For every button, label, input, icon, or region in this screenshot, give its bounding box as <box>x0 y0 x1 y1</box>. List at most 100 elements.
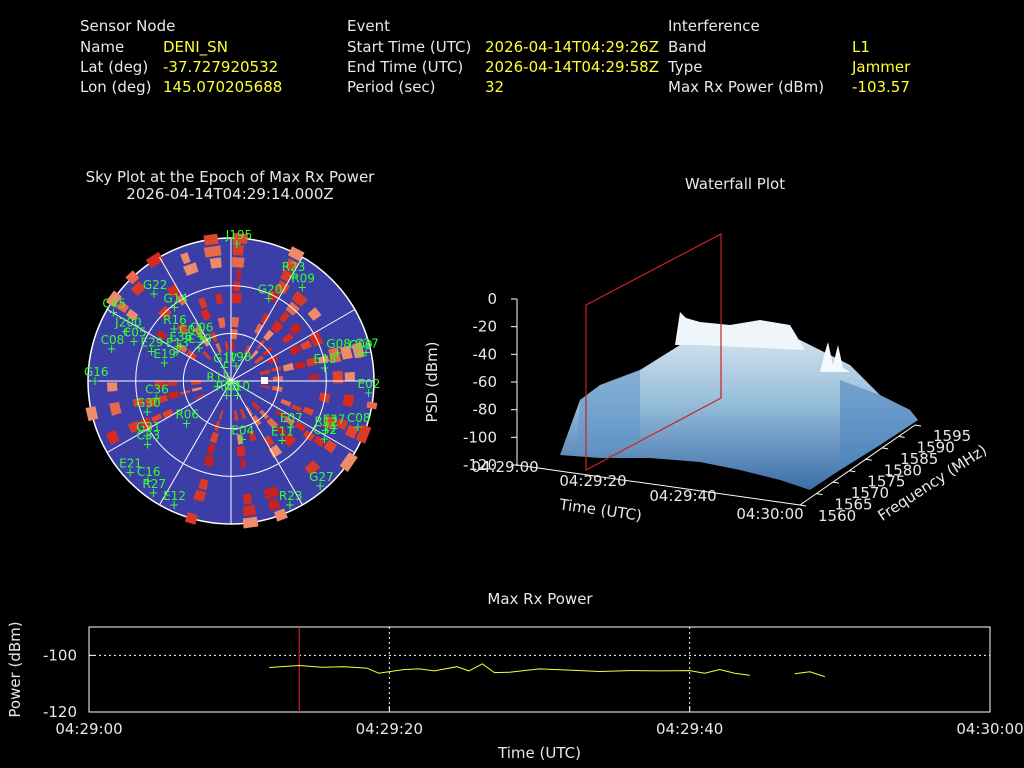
sky-intensity-cell <box>345 424 359 439</box>
sky-intensity-cell <box>288 246 305 262</box>
satellite-label: J195 <box>225 228 252 242</box>
sky-intensity-cell <box>248 430 257 442</box>
sky-intensity-cell <box>224 341 229 352</box>
sky-intensity-cell <box>294 421 307 432</box>
time-tick-label: 04:29:40 <box>649 487 716 505</box>
sky-intensity-cell <box>302 429 316 442</box>
skyplot-subtitle: 2026-04-14T04:29:14.000Z <box>126 185 334 203</box>
satellite-marker: + <box>108 305 118 319</box>
satellite-label: E36 <box>169 330 192 344</box>
sky-intensity-cell <box>282 362 294 372</box>
satellite-label: E04 <box>231 423 254 437</box>
sky-intensity-cell <box>130 281 146 296</box>
sky-plot: +J195+G22+R23+R09+G14+C45+R16+G20+C03+C0… <box>84 228 380 529</box>
sky-intensity-cell <box>291 404 302 413</box>
sky-intensity-cell <box>300 339 312 351</box>
sensor-name-label: Name <box>80 38 125 56</box>
sky-intensity-cell <box>309 331 324 347</box>
satellite-marker: + <box>315 479 325 493</box>
sensor-lat-label: Lat (deg) <box>80 58 149 76</box>
satellite-label: E13 <box>166 336 189 350</box>
sky-intensity-cell <box>202 350 212 361</box>
sky-intensity-cell <box>85 406 99 422</box>
satellite-label: R23 <box>279 489 303 503</box>
sky-intensity-cell <box>180 252 191 265</box>
sky-intensity-cell <box>250 401 261 411</box>
sensor-lat-value: -37.727920532 <box>163 58 279 76</box>
satellite-marker: + <box>181 416 191 430</box>
satellite-marker: + <box>142 438 152 452</box>
sky-intensity-cell <box>270 320 284 334</box>
sensor-name-value: DENI_SN <box>163 38 228 56</box>
sky-intensity-cell <box>254 355 264 365</box>
satellite-label: R16 <box>163 313 187 327</box>
satellite-marker: + <box>219 361 229 375</box>
power-y-axis-label: Power (dBm) <box>6 621 24 717</box>
sky-intensity-cell <box>291 290 308 307</box>
satellite-label: C08 <box>347 411 371 425</box>
frequency-tick-label: 1565 <box>834 496 872 514</box>
satellite-marker: + <box>151 392 161 406</box>
interference-heading: Interference <box>668 17 760 35</box>
satellite-marker: + <box>125 466 135 480</box>
sky-intensity-cell <box>252 415 262 426</box>
sky-intensity-cell <box>304 460 321 476</box>
sky-intensity-cell <box>231 329 238 340</box>
satellite-marker: + <box>353 420 363 434</box>
sky-intensity-cell <box>306 356 318 367</box>
satellite-marker: + <box>147 345 157 359</box>
sky-intensity-cell <box>280 399 292 407</box>
power-x-tick-label: 04:29:20 <box>356 720 423 738</box>
event-period-value: 32 <box>485 78 505 96</box>
event-start-label: Start Time (UTC) <box>347 38 472 56</box>
satellite-label: E11 <box>271 425 294 439</box>
interference-band-label: Band <box>668 38 707 56</box>
power-x-axis-label: Time (UTC) <box>497 744 581 762</box>
satellite-marker: + <box>172 345 182 359</box>
sky-intensity-cell <box>203 455 215 467</box>
power-y-tick-label: -100 <box>43 646 77 664</box>
sky-azimuth-spoke <box>159 256 303 506</box>
sky-intensity-cell <box>259 369 271 376</box>
sky-intensity-cell <box>194 393 205 400</box>
sky-intensity-cell <box>267 498 281 512</box>
sky-intensity-cell <box>105 430 120 445</box>
sky-intensity-cell <box>151 413 163 423</box>
satellite-marker: + <box>196 329 206 343</box>
sky-intensity-cell <box>167 380 178 387</box>
sky-azimuth-spoke <box>106 309 356 453</box>
sky-intensity-cell <box>139 416 153 431</box>
event-period-label: Period (sec) <box>347 78 436 96</box>
sky-intensity-cell <box>339 452 358 472</box>
psd-tick-label: -80 <box>473 401 498 419</box>
satellite-label: G22 <box>143 278 168 292</box>
satellite-marker: + <box>142 405 152 419</box>
sky-intensity-cell <box>215 342 222 354</box>
sky-intensity-cell <box>328 346 342 364</box>
psd-tick-label: -20 <box>473 318 498 336</box>
sky-intensity-cell <box>231 341 235 352</box>
frequency-tick <box>832 481 839 484</box>
psd-tick-label: -60 <box>473 373 498 391</box>
sky-intensity-cell <box>127 420 141 434</box>
satellite-marker: + <box>143 474 153 488</box>
sky-intensity-cell <box>203 245 222 258</box>
sky-intensity-cell <box>278 311 291 324</box>
sky-intensity-cell <box>313 435 326 448</box>
satellite-label: E37 <box>323 412 346 426</box>
interference-band-value: L1 <box>852 38 870 56</box>
sky-intensity-cell <box>176 293 187 306</box>
satellite-label: R15 <box>206 370 230 384</box>
satellite-marker: + <box>232 389 242 403</box>
sky-disc <box>87 237 375 525</box>
sky-intensity-cell <box>166 284 180 298</box>
sky-intensity-cell <box>335 418 349 431</box>
satellite-label: R09 <box>291 272 315 286</box>
satellite-marker: + <box>149 287 159 301</box>
satellite-label: G17 <box>213 352 238 366</box>
frequency-axis-line <box>799 424 916 506</box>
satellite-marker: + <box>231 359 241 373</box>
satellite-label: R12 <box>314 415 338 429</box>
sky-intensity-cell <box>156 394 168 404</box>
